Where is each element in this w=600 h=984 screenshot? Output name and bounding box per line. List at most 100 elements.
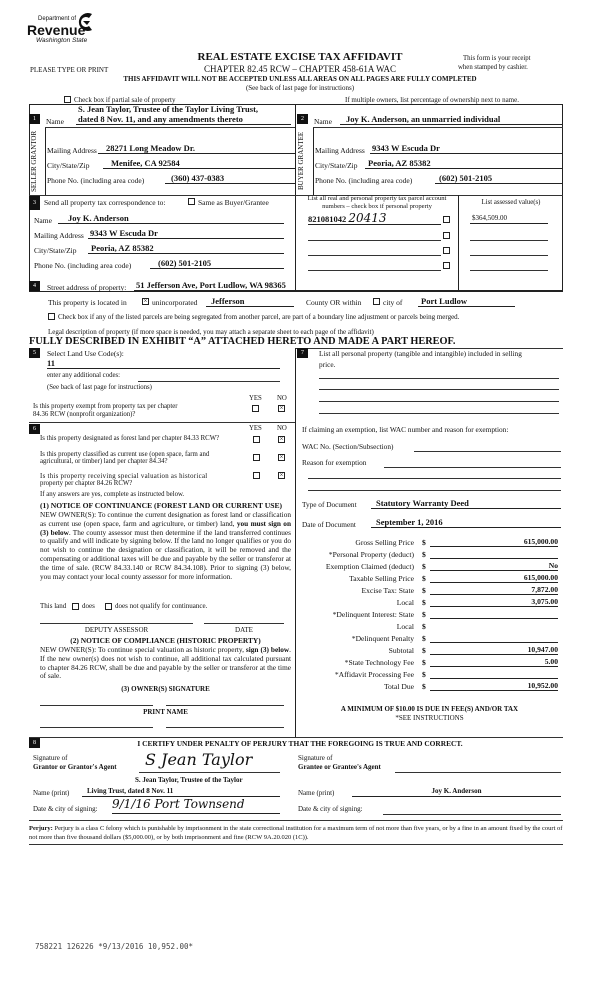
doc-date-field[interactable]: September 1, 2016 bbox=[371, 518, 561, 528]
parcel-field[interactable] bbox=[308, 255, 441, 256]
grantee-signature-line[interactable] bbox=[395, 772, 561, 773]
historic-yes-checkbox[interactable] bbox=[253, 472, 260, 479]
doc-type-label: Type of Document bbox=[302, 500, 357, 509]
segregated-checkbox[interactable] bbox=[48, 313, 55, 320]
reason-field[interactable] bbox=[384, 467, 561, 468]
current-use-question: Is this property classified as current u… bbox=[40, 451, 210, 458]
street-field[interactable]: 51 Jefferson Ave, Port Ludlow, WA 98365 bbox=[134, 281, 562, 291]
tax-row-label: Gross Selling Price bbox=[355, 538, 414, 547]
tax-row-value[interactable]: 10,952.00 bbox=[430, 681, 558, 691]
dollar-sign: $ bbox=[422, 574, 426, 583]
corr-city-field[interactable]: Peoria, AZ 85382 bbox=[88, 244, 284, 254]
tax-row-value[interactable] bbox=[430, 609, 558, 619]
does-not-qualify-checkbox[interactable] bbox=[105, 603, 112, 610]
seller-name-field[interactable]: dated 8 Nov. 11, and any amendments ther… bbox=[76, 115, 291, 125]
corr-mail-field[interactable]: 9343 W Escuda Dr bbox=[88, 229, 284, 239]
dollar-sign: $ bbox=[422, 550, 426, 559]
corr-mail-label: Mailing Address bbox=[34, 231, 84, 240]
assessed-value-field[interactable] bbox=[470, 270, 548, 271]
assessed-value-field[interactable]: $364,509.00 bbox=[470, 214, 548, 224]
tax-row-value[interactable] bbox=[430, 633, 558, 643]
dollar-sign: $ bbox=[422, 634, 426, 643]
logo-text: Revenue bbox=[27, 22, 86, 38]
deputy-assessor-line[interactable] bbox=[40, 623, 193, 624]
grantee-name-field[interactable]: Joy K. Anderson bbox=[352, 787, 561, 797]
seller-city-field[interactable]: Menifee, CA 92584 bbox=[103, 159, 295, 169]
legal-description[interactable]: FULLY DESCRIBED IN EXHIBIT “A” ATTACHED … bbox=[29, 336, 456, 347]
forest-yes-checkbox[interactable] bbox=[253, 436, 260, 443]
grantor-name-field[interactable]: Living Trust, dated 8 Nov. 11 bbox=[82, 787, 280, 797]
assessed-value-field[interactable] bbox=[470, 240, 548, 241]
tax-row-value[interactable]: 615,000.00 bbox=[430, 537, 558, 547]
seller-name[interactable]: S. Jean Taylor, Trustee of the Taylor Li… bbox=[78, 104, 259, 114]
exempt-yes-checkbox[interactable] bbox=[252, 405, 259, 412]
parcel-field[interactable] bbox=[308, 270, 441, 271]
date-line[interactable] bbox=[204, 623, 284, 624]
section-number: 7 bbox=[297, 348, 308, 358]
tax-row-value[interactable]: No bbox=[430, 561, 558, 571]
parcel-field[interactable]: 821081042 20413 bbox=[308, 212, 441, 225]
date-label: DATE bbox=[235, 626, 253, 634]
correspondence-label: Send all property tax correspondence to: bbox=[44, 198, 166, 207]
county-field[interactable]: Jefferson bbox=[206, 297, 294, 307]
tax-row-value[interactable]: 7,872.00 bbox=[430, 585, 558, 595]
reason-field[interactable] bbox=[308, 478, 561, 479]
additional-codes-field[interactable] bbox=[138, 381, 280, 382]
wac-field[interactable] bbox=[414, 451, 561, 452]
partial-sale-checkbox[interactable] bbox=[64, 96, 71, 103]
personal-property-checkbox[interactable] bbox=[443, 247, 450, 254]
personal-property-line[interactable] bbox=[319, 378, 559, 379]
corr-phone-field[interactable]: (602) 501-2105 bbox=[150, 259, 284, 269]
historic-no-checkbox[interactable]: × bbox=[278, 471, 285, 479]
personal-property-checkbox[interactable] bbox=[443, 232, 450, 239]
current-use-no-checkbox[interactable]: × bbox=[278, 453, 285, 461]
does-qualify-checkbox[interactable] bbox=[72, 603, 79, 610]
print-name-line[interactable] bbox=[40, 727, 153, 728]
same-as-buyer-checkbox[interactable] bbox=[188, 198, 195, 205]
doc-type-field[interactable]: Statutory Warranty Deed bbox=[371, 499, 561, 509]
parcel-field[interactable] bbox=[308, 240, 441, 241]
print-name-line[interactable] bbox=[166, 727, 284, 728]
owner-signature-line[interactable] bbox=[40, 705, 153, 706]
city-field[interactable]: Port Ludlow bbox=[418, 297, 515, 307]
land-use-code-field[interactable]: 11 bbox=[47, 359, 280, 369]
grantor-signature-line[interactable] bbox=[139, 772, 280, 773]
personal-property-line[interactable] bbox=[319, 389, 559, 390]
forest-no-checkbox[interactable]: × bbox=[278, 435, 285, 443]
grantor-date-city-field[interactable]: 9/1/16 Port Townsend bbox=[112, 798, 280, 814]
historic-question: Is this property receiving special valua… bbox=[40, 473, 208, 480]
grantee-date-city-field[interactable] bbox=[383, 814, 561, 815]
seller-mail-label: Mailing Address bbox=[47, 146, 97, 155]
buyer-phone-field[interactable]: (602) 501-2105 bbox=[435, 174, 563, 184]
assessed-value-field[interactable] bbox=[470, 255, 548, 256]
exempt-no-checkbox[interactable]: × bbox=[278, 404, 285, 412]
tax-row-value[interactable] bbox=[430, 669, 558, 679]
reason-field[interactable] bbox=[308, 490, 561, 491]
tax-row-value[interactable] bbox=[430, 549, 558, 559]
personal-property-line[interactable] bbox=[319, 413, 559, 414]
personal-property-checkbox[interactable] bbox=[443, 262, 450, 269]
buyer-city-field[interactable]: Peoria, AZ 85382 bbox=[365, 159, 563, 169]
owner-signature-line[interactable] bbox=[166, 705, 284, 706]
personal-property-line[interactable] bbox=[319, 401, 559, 402]
grantee-name-print-label: Name (print) bbox=[298, 789, 335, 797]
seller-mail-field[interactable]: 28271 Long Meadow Dr. bbox=[98, 144, 295, 154]
tax-row-value[interactable]: 3,075.00 bbox=[430, 597, 558, 607]
current-use-yes-checkbox[interactable] bbox=[253, 454, 260, 461]
corr-name-field[interactable]: Joy K. Anderson bbox=[58, 214, 284, 224]
unincorporated-checkbox[interactable]: × bbox=[142, 297, 149, 305]
tax-row-value[interactable]: 615,000.00 bbox=[430, 573, 558, 583]
city-checkbox[interactable] bbox=[373, 298, 380, 305]
divider bbox=[29, 820, 563, 821]
grantee-date-city-label: Date & city of signing: bbox=[298, 805, 363, 813]
current-use-question: agricultural, or timber) land per chapte… bbox=[40, 458, 168, 465]
tax-row-value[interactable]: 5.00 bbox=[430, 657, 558, 667]
seller-phone-field[interactable]: (360) 437-0383 bbox=[165, 174, 295, 184]
tax-row-label: Total Due bbox=[383, 682, 414, 691]
seller-name-label: Name bbox=[46, 117, 64, 126]
buyer-name-field[interactable]: Joy K. Anderson, an unmarried individual bbox=[340, 115, 563, 125]
buyer-mail-field[interactable]: 9343 W Escuda Dr bbox=[370, 144, 563, 154]
tax-row-label: *Delinquent Interest: State bbox=[332, 610, 414, 619]
tax-row-value[interactable]: 10,947.00 bbox=[430, 645, 558, 655]
personal-property-checkbox[interactable] bbox=[443, 216, 450, 223]
